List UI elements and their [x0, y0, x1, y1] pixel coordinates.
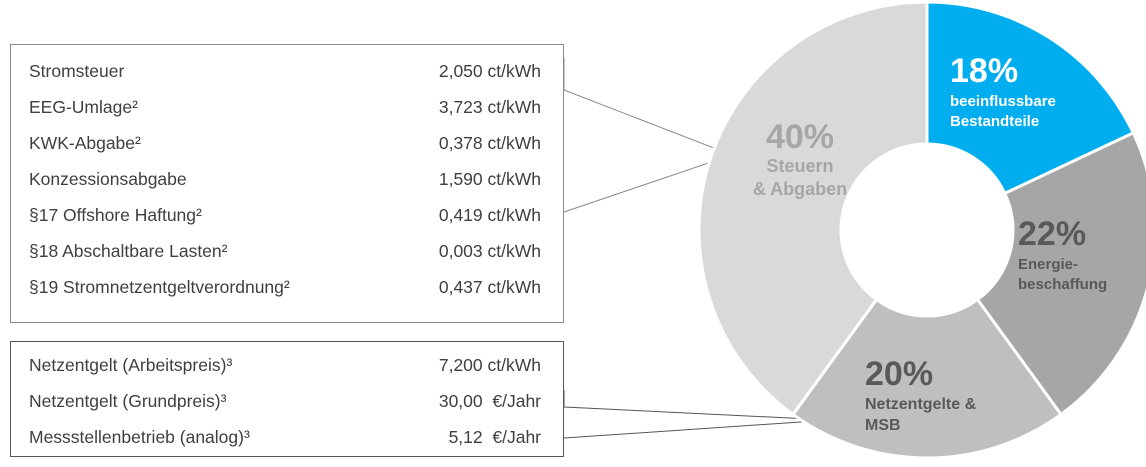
slice-text-label: Netzentgelte &	[865, 396, 977, 413]
network-row: Netzentgelt (Grundpreis)³ 30,00 €/Jahr	[11, 384, 563, 418]
slice-text-label: Energie-	[1018, 256, 1078, 273]
taxes-value: 2,050 ct/kWh	[438, 61, 541, 81]
taxes-row: EEG-Umlage² 3,723 ct/kWh	[11, 90, 563, 124]
slice-text-label: MSB	[865, 417, 901, 434]
taxes-row: §18 Abschaltbare Lasten² 0,003 ct/kWh	[11, 234, 563, 268]
pie-slice	[975, 130, 1146, 417]
taxes-row: §17 Offshore Haftung² 0,419 ct/kWh	[11, 198, 563, 232]
taxes-value: 1,590 ct/kWh	[438, 169, 541, 189]
pie-slices	[697, 0, 1146, 460]
taxes-row: §19 Stromnetzentgeltverordnung² 0,437 ct/…	[11, 270, 563, 304]
taxes-value: 0,378 ct/kWh	[438, 133, 541, 153]
taxes-row: Stromsteuer 2,050 ct/kWh	[11, 54, 563, 88]
taxes-label: Stromsteuer	[29, 61, 125, 81]
taxes-value: 0,003 ct/kWh	[438, 241, 541, 261]
pie-labels: 18% beeinflussbare Bestandteile 22% Energie-…	[753, 52, 1107, 434]
taxes-value: 3,723 ct/kWh	[438, 97, 541, 117]
taxes-row: Konzessionsabgabe 1,590 ct/kWh	[11, 162, 563, 196]
pie-slice	[697, 0, 929, 417]
connector-taxes	[563, 58, 734, 213]
network-row: Messstellenbetrieb (analog)³ 5,12 €/Jahr	[11, 420, 563, 454]
slice-text-label: Bestandteile	[950, 113, 1039, 130]
network-row: Netzentgelt (Arbeitspreis)³ 7,200 ct/kWh	[11, 348, 563, 382]
taxes-label: KWK-Abgabe²	[29, 133, 141, 153]
taxes-row: KWK-Abgabe² 0,378 ct/kWh	[11, 126, 563, 160]
taxes-table: Stromsteuer 2,050 ct/kWh EEG-Umlage² 3,723 …	[10, 44, 564, 323]
taxes-label: §18 Abschaltbare Lasten²	[29, 241, 228, 261]
taxes-value: 0,437 ct/kWh	[438, 277, 541, 297]
network-label: Netzentgelt (Grundpreis)³	[29, 391, 227, 411]
network-value: 30,00 €/Jahr	[438, 391, 541, 411]
slice-text-label: Steuern	[766, 156, 833, 176]
taxes-label: §19 Stromnetzentgeltverordnung²	[29, 277, 290, 297]
slice-text-label: & Abgaben	[753, 179, 847, 199]
slice-text-label: beeinflussbare	[950, 93, 1056, 110]
slice-percent-label: 20%	[865, 355, 933, 393]
taxes-label: §17 Offshore Haftung²	[29, 205, 202, 225]
slice-percent-label: 22%	[1018, 215, 1086, 253]
taxes-value: 0,419 ct/kWh	[438, 205, 541, 225]
slice-percent-label: 40%	[766, 118, 834, 156]
taxes-label: EEG-Umlage²	[29, 97, 138, 117]
slice-percent-label: 18%	[950, 52, 1018, 90]
network-label: Messstellenbetrieb (analog)³	[29, 427, 250, 447]
connector-lines	[563, 58, 831, 439]
network-value: 5,12 €/Jahr	[448, 427, 541, 447]
network-value: 7,200 ct/kWh	[438, 355, 541, 375]
network-fees-table: Netzentgelt (Arbeitspreis)³ 7,200 ct/kWh N…	[10, 341, 564, 457]
pie-slice	[925, 0, 1136, 196]
slice-text-label: beschaffung	[1018, 276, 1107, 293]
taxes-label: Konzessionsabgabe	[29, 169, 187, 189]
network-label: Netzentgelt (Arbeitspreis)³	[29, 355, 233, 375]
pie-slice	[790, 297, 1064, 460]
connector-network	[563, 390, 831, 439]
